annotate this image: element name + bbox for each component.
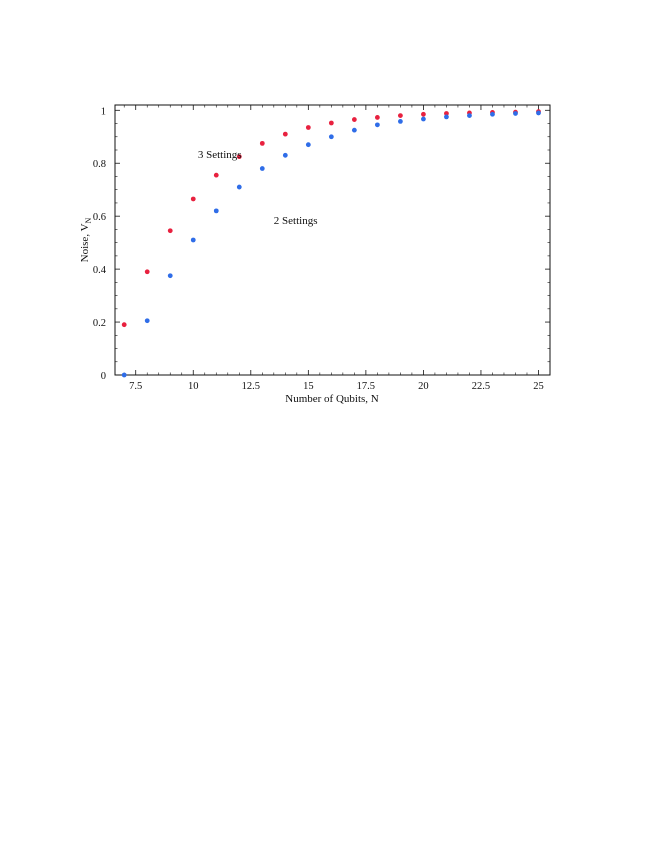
x-tick-label: 25 xyxy=(533,381,544,392)
point-3-settings xyxy=(351,117,357,122)
point-2-settings xyxy=(467,113,472,118)
data-points xyxy=(121,109,541,378)
point-3-settings xyxy=(167,228,173,234)
point-3-settings xyxy=(328,120,334,126)
y-axis-title-subscript: N xyxy=(84,217,93,223)
x-tick-label: 12.5 xyxy=(242,381,260,392)
point-3-settings xyxy=(374,115,380,120)
tick-labels: 7.5 10 12.5 15 17.5 20 22.5 25 0 0.2 0.4 0.6 0.8 1 xyxy=(93,106,544,392)
point-3-settings xyxy=(397,113,403,118)
x-tick-label: 15 xyxy=(303,381,314,392)
y-tick-label: 0.6 xyxy=(93,212,106,223)
point-2-settings xyxy=(444,114,449,120)
x-axis-title: Number of Qubits, N xyxy=(285,393,379,405)
point-2-settings xyxy=(282,152,288,158)
annotations: 3 Settings 2 Settings xyxy=(198,149,318,227)
y-tick-label: 0 xyxy=(101,371,106,382)
point-2-settings xyxy=(259,166,265,171)
x-tick-label: 20 xyxy=(418,381,429,392)
point-2-settings xyxy=(490,111,495,117)
y-axis-title: Noise, VN xyxy=(79,217,93,262)
point-2-settings xyxy=(144,318,150,324)
point-3-settings xyxy=(121,322,127,328)
point-2-settings xyxy=(213,208,219,214)
point-3-settings xyxy=(282,131,288,137)
point-2-settings xyxy=(167,273,173,279)
point-2-settings xyxy=(421,116,426,122)
point-2-settings xyxy=(513,111,518,116)
point-2-settings xyxy=(305,142,311,148)
point-3-settings xyxy=(213,172,219,178)
point-2-settings xyxy=(121,372,127,378)
y-tick-label: 1 xyxy=(101,106,106,117)
point-2-settings xyxy=(536,110,541,116)
point-3-settings xyxy=(421,111,426,117)
x-tick-label: 7.5 xyxy=(129,381,142,392)
point-2-settings xyxy=(328,134,334,140)
x-tick-label: 17.5 xyxy=(357,381,375,392)
point-2-settings xyxy=(190,237,196,243)
point-3-settings xyxy=(144,269,150,275)
y-axis-title-main: Noise, V xyxy=(79,223,91,262)
point-2-settings xyxy=(374,122,380,128)
y-tick-label: 0.4 xyxy=(93,265,107,276)
point-2-settings xyxy=(397,119,403,124)
annotation-label: 2 Settings xyxy=(274,215,318,227)
point-3-settings xyxy=(444,111,449,116)
point-3-settings xyxy=(259,140,265,146)
y-tick-label: 0.2 xyxy=(93,318,106,329)
point-2-settings xyxy=(351,127,357,133)
point-3-settings xyxy=(236,154,242,160)
svg-text:Noise, VN: Noise, VN xyxy=(79,217,93,262)
ticks xyxy=(115,105,550,376)
y-tick-label: 0.8 xyxy=(93,159,106,170)
x-tick-label: 10 xyxy=(188,381,199,392)
point-3-settings xyxy=(305,125,311,130)
annotation-label: 3 Settings xyxy=(198,149,242,161)
point-2-settings xyxy=(236,184,242,190)
plot-frame xyxy=(114,104,551,376)
point-3-settings xyxy=(190,196,196,202)
x-tick-label: 22.5 xyxy=(472,381,490,392)
